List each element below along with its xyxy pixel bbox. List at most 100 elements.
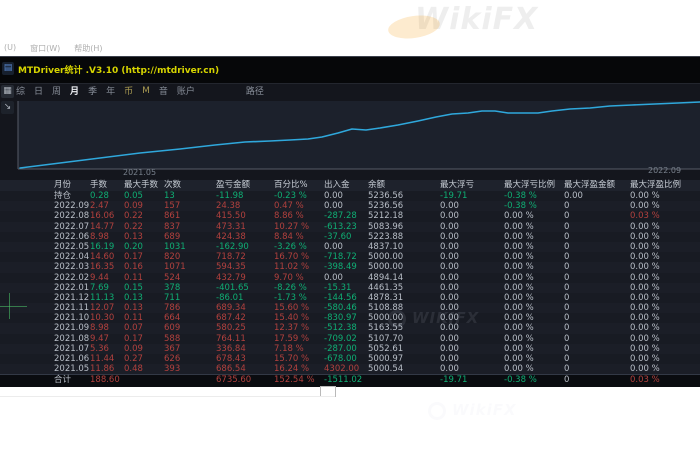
table-cell: -3.26 % [274, 241, 307, 252]
table-cell: 0.00 % [504, 364, 534, 375]
table-row[interactable]: 2022.05 16.19 0.20 1031 -162.90 -3.26 % 0.00 48… [0, 241, 700, 253]
column-header: 出入金 [324, 180, 350, 190]
pointer-arrow-icon[interactable]: ↘ [1, 101, 14, 114]
table-cell: 9.47 [90, 333, 109, 344]
table-cell: -580.46 [324, 303, 357, 314]
menu-item-年[interactable]: 年 [106, 87, 116, 97]
table-cell: 5163.55 [368, 323, 404, 334]
menu-item-月[interactable]: 月 [70, 87, 80, 97]
table-cell: 16.35 [90, 262, 115, 273]
table-cell: 0.00 [440, 201, 459, 212]
table-row[interactable]: 2021.11 12.07 0.13 786 689.34 15.60 % -580.46 5… [0, 303, 700, 314]
menu-item-path[interactable]: 路径 [245, 87, 264, 97]
table-cell: 188.60 [90, 375, 120, 386]
table-cell: 0.00 % [630, 282, 660, 293]
table-row[interactable]: 2022.02 9.44 0.11 524 432.79 9.70 % 0.00 4894.1… [0, 272, 700, 283]
table-row[interactable]: 2021.12 11.13 0.13 711 -86.01 -1.73 % -144.56 4… [0, 292, 700, 304]
table-cell: 0 [564, 364, 570, 375]
table-cell: 0 [564, 354, 570, 364]
table-cell: 0.27 [124, 354, 143, 364]
outer-window-menu: (U) 窗口(W) 帮助(H) [4, 43, 103, 54]
table-cell: 7.69 [90, 282, 109, 293]
table-row[interactable]: 2022.09 2.47 0.09 157 24.38 0.47 % 0.00 5236.56… [0, 201, 700, 212]
equity-chart[interactable]: 2021.05 2022.09 WIKIFX WikiFX [0, 98, 700, 248]
system-menu-icon[interactable]: ▤ [2, 62, 14, 75]
table-total-row[interactable]: 合计 188.60 6735.60 152.54 % -1511.02 -19.71 -0.… [0, 374, 700, 387]
table-row[interactable]: 2021.07 5.36 0.09 367 336.84 7.18 % -287.00 505… [0, 343, 700, 354]
table-cell: 5223.88 [368, 231, 404, 242]
menu-item-日[interactable]: 日 [34, 87, 44, 97]
table-row[interactable]: 2022.04 14.60 0.17 820 718.72 16.70 % -718.72 5… [0, 252, 700, 263]
menu-bar: 综日周月季年币 M 音账户 路径 [16, 83, 700, 98]
title-bar[interactable]: ▤ MTDriver统计 .V3.10 (http://mtdriver.cn) [0, 57, 700, 84]
table-cell: 0 [564, 333, 570, 344]
column-header: 盈亏金额 [216, 180, 251, 190]
table-cell: 0.00 % [630, 191, 660, 201]
table-cell: 157 [164, 201, 181, 212]
table-cell: 0.17 [124, 333, 143, 344]
table-cell: 367 [164, 343, 181, 354]
table-cell: 6735.60 [216, 375, 252, 386]
table-cell: 16.70 % [274, 252, 310, 263]
table-cell: 0.48 [124, 364, 143, 375]
table-cell: 0.00 % [504, 343, 534, 354]
table-cell: -1511.02 [324, 375, 363, 386]
table-cell: 0.00 % [504, 292, 534, 303]
table-cell: 0.00 % [630, 241, 660, 252]
menu-item-账户[interactable]: 账户 [176, 87, 195, 97]
column-header: 最大浮盈比例 [630, 180, 682, 190]
table-cell: 5083.96 [368, 221, 404, 232]
table-cell: 588 [164, 333, 181, 344]
table-cell: 2022.05 [54, 241, 90, 252]
table-row[interactable]: 持仓 0.28 0.05 13 -11.98 -0.23 % 0.00 5236.56 -19.… [0, 191, 700, 202]
table-row[interactable]: 2022.01 7.69 0.15 378 -401.65 -8.26 % -15.31 44… [0, 282, 700, 293]
table-cell: -287.00 [324, 343, 357, 354]
outer-menu-item[interactable]: (U) [4, 43, 17, 52]
table-cell: 786 [164, 303, 181, 314]
table-cell: 0.00 [440, 252, 459, 263]
table-cell: 24.38 [216, 201, 241, 212]
table-row[interactable]: 2021.10 10.30 0.11 664 687.42 15.40 % -830.97 5… [0, 313, 700, 324]
table-cell: 424.38 [216, 231, 246, 242]
menu-item-季[interactable]: 季 [88, 87, 98, 97]
equity-line [19, 101, 700, 169]
table-cell: 0 [564, 323, 570, 334]
table-row[interactable]: 2021.09 8.98 0.07 609 580.25 12.37 % -512.38 51… [0, 323, 700, 334]
table-row[interactable]: 2022.03 16.35 0.16 1071 594.35 11.02 % -398.49… [0, 262, 700, 273]
table-cell: 0.00 % [630, 323, 660, 334]
menu-item-综[interactable]: 综 [16, 87, 26, 97]
grid-icon[interactable]: ▦ [1, 85, 14, 98]
table-cell: 0 [564, 313, 570, 324]
table-row[interactable]: 2022.07 14.77 0.22 837 473.31 10.27 % -613.23 5… [0, 221, 700, 232]
outer-menu-item[interactable]: 窗口(W) [30, 44, 61, 53]
table-cell: 0.00 % [504, 272, 534, 283]
outer-menu-item[interactable]: 帮助(H) [74, 44, 103, 53]
table-row[interactable]: 2021.08 9.47 0.17 588 764.11 17.59 % -709.02 51… [0, 333, 700, 344]
table-cell: 13 [164, 191, 175, 201]
table-cell: 861 [164, 211, 181, 222]
menu-item-音[interactable]: 音 [158, 87, 168, 97]
menu-item-币[interactable]: 币 [124, 87, 134, 97]
table-cell: 持仓 [54, 191, 72, 201]
table-cell: 2022.02 [54, 272, 90, 283]
table-cell [124, 375, 164, 387]
table-cell: 0.13 [124, 292, 143, 303]
table-row[interactable]: 2022.06 8.98 0.13 689 424.38 8.84 % -37.60 5223… [0, 231, 700, 242]
table-cell: 16.06 [90, 211, 115, 222]
table-cell: -19.71 [440, 191, 468, 201]
table-row[interactable]: 2021.06 11.44 0.27 626 678.43 15.70 % -678.00 5… [0, 354, 700, 365]
table-cell: 0.17 [124, 252, 143, 263]
table-cell: 16.19 [90, 241, 115, 252]
table-cell: 4878.31 [368, 292, 404, 303]
table-cell: 0.00 [440, 343, 459, 354]
table-cell: 1031 [164, 241, 186, 252]
table-row[interactable]: 2021.05 11.86 0.48 393 686.54 16.24 % 4302.00 5… [0, 364, 700, 375]
table-cell: 0 [564, 252, 570, 263]
table-cell: 1071 [164, 262, 186, 273]
table-cell: 686.54 [216, 364, 246, 375]
table-row[interactable]: 2022.08 16.06 0.22 861 415.50 8.86 % -287.28 52… [0, 211, 700, 222]
table-cell: 0.00 [440, 231, 459, 242]
menu-item-周[interactable]: 周 [52, 87, 62, 97]
table-cell: 0.00 [440, 333, 459, 344]
menu-item-M[interactable]: M [142, 85, 150, 96]
